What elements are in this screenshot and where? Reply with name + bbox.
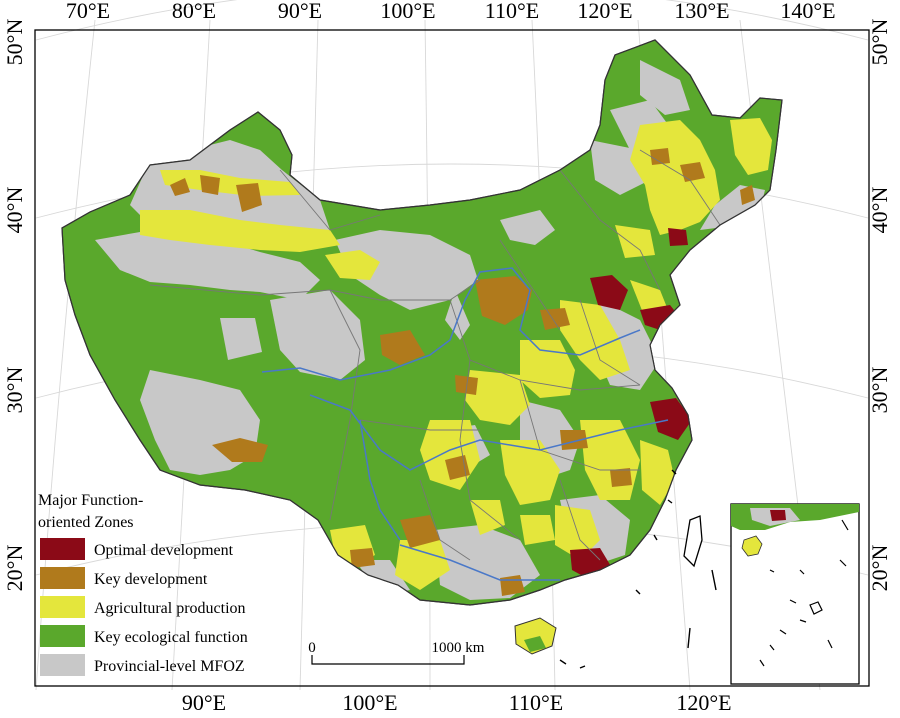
top-lon-label: 130°E — [674, 0, 729, 23]
top-longitude-labels: 70°E 80°E 90°E 100°E 110°E 120°E 130°E 1… — [66, 0, 836, 23]
legend-swatch-ecological — [40, 625, 85, 647]
top-lon-label: 100°E — [380, 0, 435, 23]
bottom-lon-label: 100°E — [342, 690, 397, 715]
south-china-sea-inset — [730, 503, 860, 685]
right-lat-label: 30°N — [867, 367, 892, 414]
right-lat-label: 20°N — [867, 545, 892, 592]
province-borders — [149, 149, 721, 561]
bottom-lon-label: 90°E — [182, 690, 226, 715]
right-latitude-labels: 50°N 40°N 30°N 20°N — [867, 19, 892, 592]
map-frame — [34, 29, 870, 687]
china-territory — [61, 39, 783, 669]
legend-swatch-agricultural — [40, 596, 85, 618]
coastal-islands — [559, 469, 717, 669]
scale-bar — [311, 655, 465, 665]
scale-bar-start: 0 — [308, 640, 316, 656]
left-lat-label: 50°N — [2, 19, 27, 66]
legend-label-optimal: Optimal development — [94, 542, 234, 559]
rivers — [261, 267, 669, 581]
legend-label-agricultural: Agricultural production — [94, 600, 246, 617]
right-lat-label: 50°N — [867, 19, 892, 66]
legend-title-line2: oriented Zones — [38, 514, 134, 531]
hainan-key-development — [524, 636, 546, 652]
bottom-longitude-labels: 90°E 100°E 110°E 120°E — [182, 690, 732, 715]
inset-frame — [730, 503, 860, 685]
bottom-lon-label: 110°E — [509, 690, 563, 715]
top-lon-label: 90°E — [278, 0, 322, 23]
legend-title-line1: Major Function- — [38, 492, 143, 509]
left-lat-label: 30°N — [2, 367, 27, 414]
national-border — [61, 39, 783, 606]
right-lat-label: 40°N — [867, 187, 892, 234]
legend-label-ecological: Key ecological function — [94, 629, 248, 646]
left-lat-label: 40°N — [2, 187, 27, 234]
top-lon-label: 140°E — [780, 0, 835, 23]
top-lon-label: 110°E — [485, 0, 539, 23]
legend-label-key: Key development — [94, 571, 208, 588]
top-lon-label: 80°E — [172, 0, 216, 23]
taiwan-island — [683, 515, 703, 568]
legend-swatch-key — [40, 567, 85, 589]
legend-swatch-provincial — [40, 654, 85, 676]
bottom-lon-label: 120°E — [676, 690, 731, 715]
top-lon-label: 120°E — [577, 0, 632, 23]
left-latitude-labels: 50°N 40°N 30°N 20°N — [2, 19, 27, 592]
hainan-island — [514, 617, 557, 655]
left-lat-label: 20°N — [2, 545, 27, 592]
key-development-zones — [170, 148, 755, 596]
legend: Major Function- oriented Zones Optimal d… — [38, 492, 248, 676]
top-lon-label: 70°E — [66, 0, 110, 23]
scale-bar-end: 1000 km — [432, 640, 485, 656]
legend-label-provincial: Provincial-level MFOZ — [94, 658, 245, 675]
legend-swatch-optimal — [40, 538, 85, 560]
